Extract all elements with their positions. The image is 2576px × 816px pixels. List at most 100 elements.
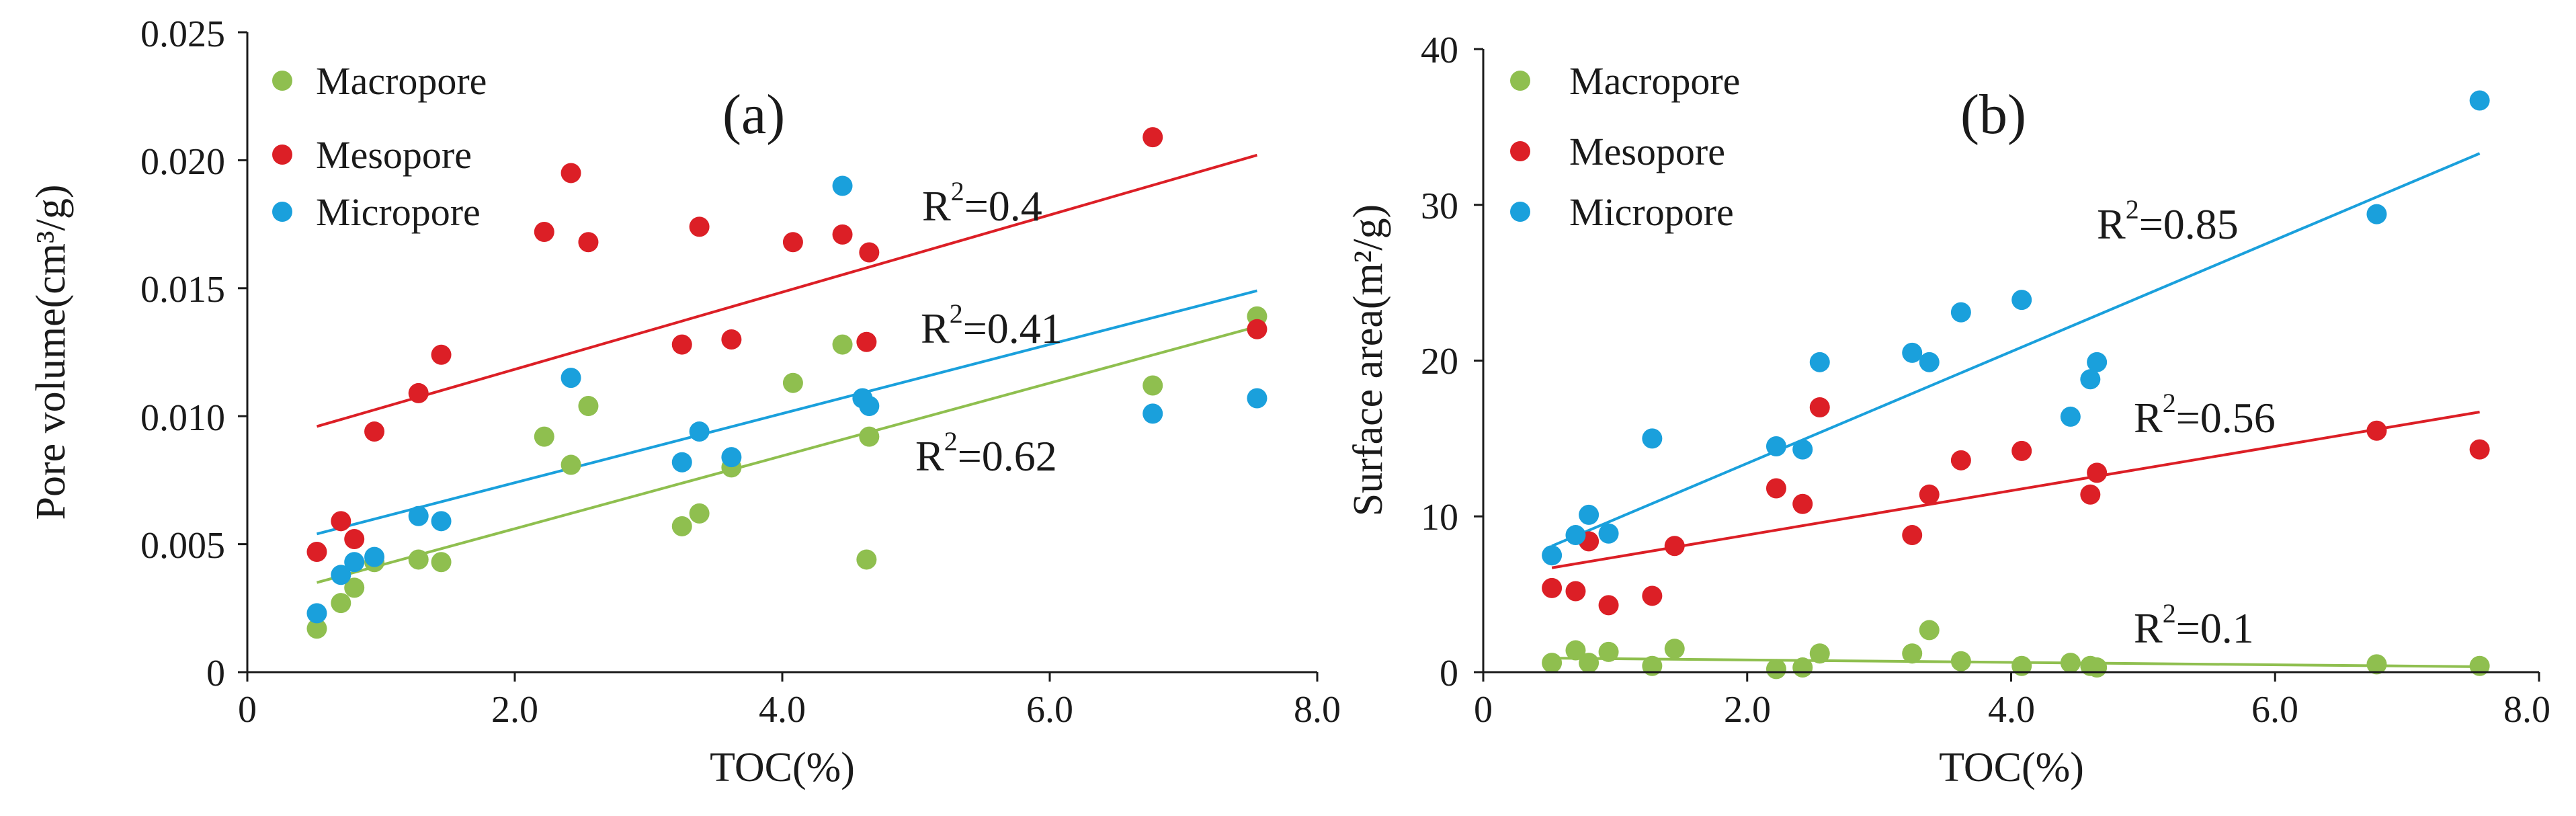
panel-a-r2-micropore: R2=0.41 <box>921 298 1063 352</box>
panel-a-point-mesopore <box>671 334 692 355</box>
panel-b-point-macropore <box>1579 653 1599 674</box>
panel-b-trend-micropore <box>1551 152 2481 548</box>
panel-b-point-macropore <box>1902 643 1923 664</box>
panel-b-point-mesopore <box>1950 450 1971 471</box>
panel-b-x-ticks <box>1482 672 2540 682</box>
panel-b-point-mesopore <box>1765 478 1786 499</box>
panel-a-point-macropore <box>560 454 581 475</box>
panel-b-point-mesopore <box>1919 484 1940 505</box>
panel-a-point-macropore <box>344 577 365 598</box>
panel-b-r2-macropore: R2=0.1 <box>2134 598 2254 652</box>
panel-a-xtick-label: 0 <box>238 689 257 731</box>
panel-a-legend-label-mesopore: Mesopore <box>316 133 472 177</box>
panel-a-point-mesopore <box>578 232 599 253</box>
panel-a-trend-micropore <box>316 289 1257 536</box>
panel-b-point-micropore <box>2469 90 2490 111</box>
panel-a-ytick-label: 0.020 <box>140 141 225 183</box>
panel-a-r2-macropore: R2=0.62 <box>915 426 1057 480</box>
panel-a-legend-marker-macropore <box>272 71 292 91</box>
panel-a-y-ticks <box>238 31 247 674</box>
panel-a-point-micropore <box>1142 403 1163 424</box>
panel-a-point-micropore <box>408 505 429 526</box>
panel-b-legend-label-macropore: Macropore <box>1569 59 1740 103</box>
panel-a-xtick-label: 2.0 <box>491 689 538 731</box>
panel-b-y-axis-title: Surface area(m²/g) <box>1345 204 1391 516</box>
panel-b-point-mesopore <box>1598 595 1619 616</box>
panel-b-point-micropore <box>1792 439 1813 460</box>
panel-a-trend-macropore <box>316 325 1257 584</box>
panel-b-legend-label-mesopore: Mesopore <box>1569 130 1725 173</box>
panel-a-point-mesopore <box>856 331 877 352</box>
panel-b-ytick-label: 0 <box>1440 653 1458 694</box>
panel-a-xtick-label: 6.0 <box>1026 689 1073 731</box>
panel-b-point-macropore <box>1664 639 1685 659</box>
panel-b-x-axis-title: TOC(%) <box>1939 745 2084 790</box>
panel-a-point-mesopore <box>364 421 385 442</box>
panel-a-pore-volume: 0 0.005 0.010 0.015 0.020 0.025 0 2.0 4.… <box>28 13 1341 790</box>
panel-a-point-micropore <box>671 452 692 473</box>
panel-a-point-micropore <box>560 368 581 389</box>
panel-a-label: (a) <box>722 83 785 146</box>
panel-a-point-mesopore <box>721 329 742 350</box>
panel-a-point-mesopore <box>534 222 554 243</box>
panel-b-ytick-label: 30 <box>1421 186 1458 227</box>
panel-b-point-mesopore <box>2366 420 2387 441</box>
panel-b-point-macropore <box>1542 653 1563 674</box>
panel-a-point-micropore <box>859 395 880 416</box>
panel-b-point-macropore <box>1642 655 1663 676</box>
panel-b-point-micropore <box>1919 352 1940 372</box>
panel-b-point-macropore <box>1565 640 1586 661</box>
panel-b-xtick-label: 4.0 <box>1988 689 2035 731</box>
panel-b-point-micropore <box>2087 352 2108 372</box>
panel-a-point-micropore <box>331 565 351 585</box>
panel-b-point-mesopore <box>2011 440 2032 461</box>
panel-a-point-micropore <box>306 603 327 624</box>
panel-b-ytick-label: 20 <box>1421 341 1458 382</box>
panel-b-point-mesopore <box>1642 585 1663 606</box>
panel-b-point-mesopore <box>1542 577 1563 598</box>
panel-a-point-micropore <box>832 175 853 196</box>
panel-b-point-macropore <box>1792 657 1813 678</box>
panel-b-point-micropore <box>1542 545 1563 566</box>
panel-a-point-macropore <box>859 426 880 447</box>
panel-b-legend-marker-mesopore <box>1510 141 1530 161</box>
panel-b-legend-label-micropore: Micropore <box>1569 190 1734 234</box>
panel-b-point-mesopore <box>1664 536 1685 557</box>
panel-a-ytick-label: 0.005 <box>140 525 225 567</box>
panel-a-point-micropore <box>721 447 742 468</box>
panel-b-point-mesopore <box>2469 439 2490 460</box>
panel-b-point-macropore <box>1765 659 1786 680</box>
panel-b-point-macropore <box>2087 657 2108 678</box>
panel-a-point-macropore <box>689 503 710 524</box>
panel-b-y-ticks <box>1474 48 1483 674</box>
panel-a-point-macropore <box>306 618 327 639</box>
panel-b-trend-mesopore <box>1551 411 2480 569</box>
panel-a-x-axis-title: TOC(%) <box>710 745 855 790</box>
panel-b-point-macropore <box>1598 641 1619 662</box>
panel-b-point-macropore <box>1809 643 1830 664</box>
panel-a-ytick-label: 0 <box>206 653 225 694</box>
panel-b-point-micropore <box>1765 436 1786 456</box>
panel-a-point-macropore <box>534 426 554 447</box>
panel-a-points <box>306 127 1268 639</box>
panel-a-legend-label-macropore: Macropore <box>316 59 487 103</box>
panel-b-point-mesopore <box>1565 581 1586 602</box>
panel-a-point-mesopore <box>689 216 710 237</box>
panel-a-y-axis-title: Pore volume(cm³/g) <box>28 185 74 520</box>
panel-a-point-macropore <box>1142 375 1163 396</box>
panel-b-xtick-label: 6.0 <box>2251 689 2298 731</box>
panel-b-point-micropore <box>2366 204 2387 225</box>
panel-a-point-macropore <box>431 552 452 573</box>
panel-a-point-macropore <box>671 516 692 536</box>
panel-b-point-macropore <box>2469 655 2490 676</box>
panel-a-ytick-label: 0.025 <box>140 13 225 55</box>
panel-a-point-mesopore <box>782 232 803 253</box>
panel-b-point-micropore <box>1598 523 1619 544</box>
panel-b-point-mesopore <box>1902 525 1923 546</box>
panel-a-point-mesopore <box>1142 127 1163 148</box>
panel-a-point-mesopore <box>859 242 880 263</box>
panel-a-point-mesopore <box>832 224 853 245</box>
panel-a-point-macropore <box>578 395 599 416</box>
panel-b-ytick-label: 40 <box>1421 30 1458 71</box>
panel-b-xtick-label: 2.0 <box>1724 689 1771 731</box>
